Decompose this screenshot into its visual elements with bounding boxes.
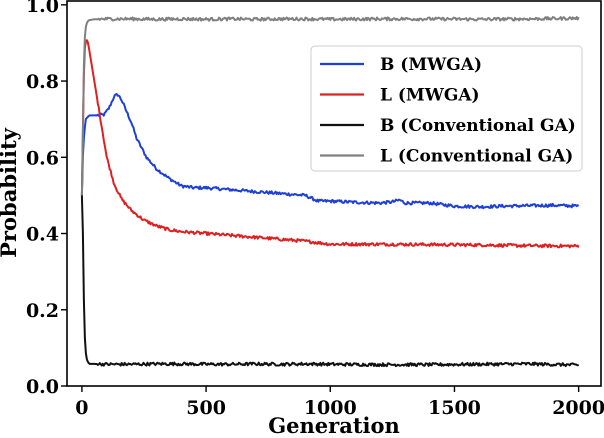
- series-line-4: [80, 16, 580, 196]
- x-tick-label: 2000: [552, 397, 604, 419]
- x-tick-label: 0: [75, 397, 88, 419]
- series-line-3: [80, 195, 580, 368]
- legend-frame: [310, 45, 583, 172]
- x-axis-title: Generation: [268, 413, 400, 438]
- series-layer: [80, 16, 580, 368]
- y-tick-label: 0.2: [26, 300, 59, 322]
- y-tick-label: 0.6: [26, 147, 59, 169]
- y-tick-label: 1.0: [26, 0, 59, 17]
- y-tick-label: 0.4: [26, 224, 59, 246]
- y-tick-label: 0.8: [26, 71, 59, 93]
- series-line-2: [80, 39, 580, 249]
- legend-label-1: B (MWGA): [380, 55, 482, 75]
- legend-label-2: L (MWGA): [380, 86, 480, 106]
- series-line-1: [80, 92, 580, 210]
- ticks-layer: 0 500 1000 1500 2000 0.0 0.2 0.4 0.6 0.8 1.0: [26, 0, 604, 419]
- y-axis-title: Probability: [0, 127, 21, 257]
- x-tick-label: 1000: [304, 397, 357, 419]
- y-tick-label: 0.0: [26, 376, 59, 398]
- legend-label-4: L (Conventional GA): [380, 147, 573, 167]
- legend: B (MWGA) L (MWGA) B (Conventional GA) L (Co…: [310, 45, 583, 172]
- x-tick-label: 1500: [428, 397, 481, 419]
- plot-frame: [66, 0, 602, 387]
- legend-label-3: B (Conventional GA): [380, 116, 576, 136]
- x-tick-label: 500: [186, 397, 226, 419]
